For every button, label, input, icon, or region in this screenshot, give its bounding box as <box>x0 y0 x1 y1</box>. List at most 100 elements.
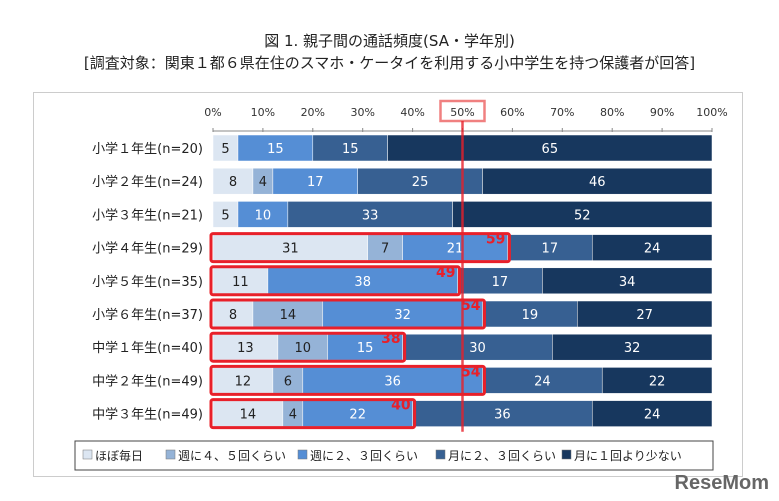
category-label: 小学２年生(n=24) <box>92 174 203 190</box>
bar-segment <box>482 167 713 195</box>
data-label: 22 <box>649 374 666 389</box>
legend-label: 月に２、３回くらい <box>448 449 556 463</box>
data-label: 8 <box>229 175 237 190</box>
highlight-box <box>209 232 511 264</box>
data-label: 24 <box>534 374 551 389</box>
bar-segment <box>402 234 508 261</box>
highlight-label: 40 <box>391 398 411 414</box>
bar-segment <box>272 167 358 195</box>
x-tick-label: 40% <box>400 106 424 119</box>
logo: ReseMom <box>674 472 769 494</box>
data-label: 36 <box>384 374 401 389</box>
data-label: 17 <box>542 242 559 257</box>
highlight-box <box>209 331 407 363</box>
data-label: 25 <box>412 175 429 190</box>
data-label: 6 <box>284 374 292 389</box>
data-label: 32 <box>394 308 411 323</box>
x-tick-label: 90% <box>650 106 674 119</box>
data-label: 10 <box>295 341 312 356</box>
bar-segment <box>237 134 314 162</box>
data-label: 14 <box>240 408 257 423</box>
bar-segment <box>482 367 603 394</box>
bar-segment <box>212 267 269 295</box>
highlight-box <box>209 265 462 297</box>
legend <box>74 440 714 471</box>
legend-swatch <box>435 449 446 460</box>
data-label: 46 <box>589 175 606 190</box>
data-label: 5 <box>221 208 229 223</box>
data-label: 52 <box>574 208 591 223</box>
bar-segment <box>312 134 388 162</box>
data-label: 27 <box>636 308 653 323</box>
bar-segment <box>542 267 713 295</box>
bar-segment <box>287 201 453 228</box>
data-label: 4 <box>259 175 267 190</box>
data-label: 15 <box>267 142 284 157</box>
bar-segment <box>212 201 239 228</box>
x-tick-label: 80% <box>600 106 624 119</box>
data-label: 15 <box>357 341 374 356</box>
data-label: 10 <box>255 208 272 223</box>
data-label: 33 <box>362 208 379 223</box>
data-label: 30 <box>469 341 486 356</box>
data-label: 38 <box>354 275 371 290</box>
data-label: 4 <box>289 408 297 423</box>
data-label: 36 <box>494 408 511 423</box>
data-label: 12 <box>235 374 252 389</box>
chart-title: 図 1. 親子間の通話頻度(SA・学年別) <box>264 32 515 50</box>
x-tick-label: 20% <box>301 106 325 119</box>
category-label: 小学４年生(n=29) <box>92 241 203 257</box>
data-label: 15 <box>342 142 359 157</box>
bar-segment <box>302 367 483 394</box>
bar-segment <box>402 333 553 361</box>
bar-segment <box>237 201 289 228</box>
x-tick-label: 70% <box>550 106 574 119</box>
data-label: 11 <box>232 275 249 290</box>
chart-subtitle: [調査対象：関東１都６県在住のスマホ・ケータイを利用する小中学生を持つ保護者が回… <box>83 54 696 72</box>
legend-label: 週に４、５回くらい <box>178 449 286 463</box>
legend-label: 週に２、３回くらい <box>310 449 418 463</box>
bar-segment <box>367 234 403 261</box>
category-label: 中学２年生(n=49) <box>92 373 203 389</box>
highlight-label: 54 <box>461 298 481 314</box>
highlight-box <box>209 398 417 430</box>
bar-segment <box>601 367 713 394</box>
x-tick-label: 10% <box>251 106 275 119</box>
data-label: 7 <box>381 242 389 257</box>
data-label: 19 <box>522 308 539 323</box>
category-label: 小学３年生(n=21) <box>92 207 203 223</box>
bar-segment <box>387 134 713 162</box>
bar-segment <box>212 300 254 328</box>
category-label: 小学６年生(n=37) <box>92 307 203 323</box>
data-label: 31 <box>282 242 299 257</box>
bar-segment <box>552 333 713 361</box>
category-label: 中学３年生(n=49) <box>92 407 203 423</box>
legend-swatch <box>561 449 572 460</box>
data-label: 24 <box>644 242 661 257</box>
legend-swatch <box>82 449 93 460</box>
data-label: 65 <box>542 142 559 157</box>
x-tick-label: 50% <box>450 106 474 119</box>
highlight-box <box>209 364 486 396</box>
category-label: 小学５年生(n=35) <box>92 274 203 290</box>
data-label: 24 <box>644 408 661 423</box>
x-tick-label: 30% <box>350 106 374 119</box>
bar-segment <box>412 400 593 427</box>
x-tick-label: 0% <box>204 106 221 119</box>
legend-label: ほぼ毎日 <box>95 448 143 463</box>
highlight-label: 54 <box>461 364 481 380</box>
data-label: 8 <box>229 308 237 323</box>
x-tick-label: 60% <box>500 106 524 119</box>
category-label: 中学１年生(n=40) <box>92 340 203 356</box>
legend-label: 月に１回より少ない <box>574 449 682 463</box>
bar-segment <box>507 234 593 261</box>
x-tick-label: 100% <box>696 106 727 119</box>
bar-segment <box>591 234 713 261</box>
data-label: 21 <box>447 242 464 257</box>
bar-segment <box>577 300 713 328</box>
data-label: 14 <box>280 308 297 323</box>
data-label: 13 <box>237 341 254 356</box>
bar-segment <box>267 267 458 295</box>
legend-swatch <box>165 449 176 460</box>
